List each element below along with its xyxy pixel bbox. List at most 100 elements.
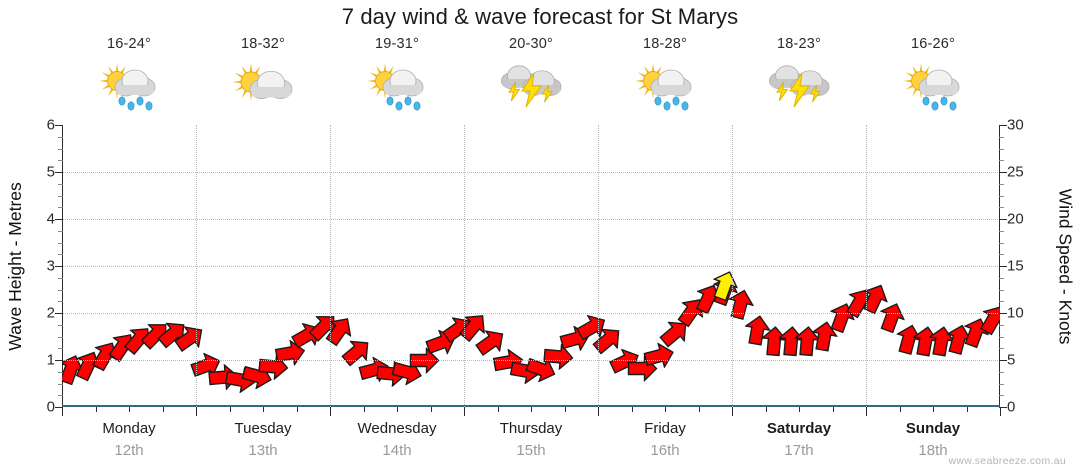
right-axis-minor-tick: [999, 136, 1004, 138]
x-axis-day-tick: [866, 407, 867, 416]
left-axis-tick-label: 0: [46, 398, 55, 416]
wind-direction-arrow: [538, 342, 575, 371]
day-boundary-gridline: [598, 125, 599, 407]
day-name: Saturday: [766, 420, 832, 437]
left-axis-tick-label: 5: [46, 163, 55, 181]
left-axis-tick-label: 2: [46, 304, 55, 322]
left-axis-minor-tick: [58, 254, 63, 256]
sun-cloud-rain-icon: [897, 57, 969, 115]
left-axis-tick-label: 4: [46, 210, 55, 228]
day-boundary-gridline: [330, 125, 331, 407]
right-axis-minor-tick: [999, 324, 1004, 326]
day-label-thursday: Thursday 15th: [464, 418, 598, 470]
sun-cloud-rain-icon: [629, 57, 701, 115]
temperature-range: 16-24°: [106, 36, 152, 52]
left-axis-tick: [55, 312, 63, 314]
day-header-thursday: 20-30°: [464, 36, 598, 124]
sun-cloud-icon: [227, 57, 299, 115]
x-axis-minor-tick: [363, 407, 365, 412]
left-axis-minor-tick: [58, 242, 63, 245]
right-axis-minor-tick: [999, 371, 1004, 373]
right-axis-minor-tick: [999, 148, 1004, 151]
day-date: 17th: [784, 442, 814, 459]
horizontal-gridline: [62, 360, 1000, 361]
right-axis-minor-tick: [999, 183, 1004, 185]
right-axis-minor-tick: [999, 230, 1004, 232]
day-label-wednesday: Wednesday 14th: [330, 418, 464, 470]
day-name: Friday: [644, 420, 686, 437]
x-axis-minor-tick: [832, 407, 834, 412]
right-axis-tick-label: 5: [1007, 351, 1016, 369]
left-axis-tick-label: 3: [46, 257, 55, 275]
right-axis-tick: [999, 171, 1007, 173]
day-forecast-header-row: 16-24° 18-32° 19-31° 20-30° 18-28° 18-23…: [62, 36, 1000, 124]
x-axis-minor-tick: [162, 407, 164, 412]
day-label-tuesday: Tuesday 13th: [196, 418, 330, 470]
x-axis-minor-tick: [564, 407, 566, 412]
right-axis-tick-label: 0: [1007, 398, 1016, 416]
temperature-range: 19-31°: [374, 36, 420, 52]
day-boundary-gridline: [866, 125, 867, 407]
horizontal-gridline: [62, 172, 1000, 173]
left-axis-tick: [55, 359, 63, 361]
thunderstorm-icon: [763, 57, 835, 115]
x-axis-day-tick: [464, 407, 465, 416]
x-axis-minor-tick: [799, 407, 800, 412]
horizontal-gridline: [62, 219, 1000, 220]
plot-area: 0 0 1 5 2 10 3 15 4 20 5 25 6 30: [47, 117, 1024, 416]
left-axis-tick: [55, 171, 63, 173]
day-name: Tuesday: [234, 420, 292, 437]
right-axis-tick: [999, 359, 1007, 361]
x-axis-minor-tick: [296, 407, 298, 412]
left-axis-tick: [55, 124, 63, 126]
right-axis-minor-tick: [999, 195, 1004, 198]
left-axis-minor-tick: [58, 348, 63, 350]
day-header-wednesday: 19-31°: [330, 36, 464, 124]
day-label-monday: Monday 12th: [62, 418, 196, 470]
day-date: 16th: [650, 442, 680, 459]
day-label-row: Monday 12th Tuesday 13th Wednesday 14th Thursd…: [62, 418, 1000, 470]
left-axis-minor-tick: [58, 383, 63, 386]
wind-direction-arrow: [467, 323, 511, 364]
x-axis-day-tick: [598, 407, 599, 416]
horizontal-gridline: [62, 266, 1000, 267]
right-axis-minor-tick: [999, 277, 1004, 279]
left-axis-minor-tick: [58, 277, 63, 279]
day-header-sunday: 16-26°: [866, 36, 1000, 124]
left-axis-minor-tick: [58, 136, 63, 138]
wind-direction-arrow: [166, 318, 210, 359]
right-axis-tick: [999, 124, 1007, 126]
left-axis-tick: [55, 406, 63, 408]
right-axis-title: Wind Speed - Knots: [1052, 125, 1078, 407]
right-axis-tick-label: 30: [1007, 116, 1024, 134]
day-header-friday: 18-28°: [598, 36, 732, 124]
left-axis-minor-tick: [58, 207, 63, 209]
right-axis-minor-tick: [999, 383, 1004, 386]
day-header-tuesday: 18-32°: [196, 36, 330, 124]
left-axis-minor-tick: [58, 230, 63, 232]
day-date: 12th: [114, 442, 144, 459]
x-axis-minor-tick: [430, 407, 432, 412]
left-axis-title: Wave Height - Metres: [2, 125, 28, 407]
wind-direction-arrow: [873, 298, 909, 340]
wind-direction-arrow: [318, 311, 359, 355]
x-axis-minor-tick: [631, 407, 633, 412]
x-axis-minor-tick: [966, 407, 968, 412]
wind-direction-arrow: [636, 340, 677, 374]
x-axis-day-tick: [196, 407, 197, 416]
right-axis-minor-tick: [999, 336, 1004, 339]
left-axis-tick-label: 6: [46, 116, 55, 134]
left-axis-tick-label: 1: [46, 351, 55, 369]
right-axis-tick-label: 10: [1007, 304, 1024, 322]
right-axis-minor-tick: [999, 348, 1004, 350]
right-axis-minor-tick: [999, 242, 1004, 245]
right-axis-title-label: Wind Speed - Knots: [1055, 188, 1076, 344]
right-axis-tick-label: 20: [1007, 210, 1024, 228]
day-name: Thursday: [499, 420, 563, 437]
wind-direction-arrow: [741, 313, 773, 352]
wind-direction-arrow: [568, 309, 611, 349]
day-label-friday: Friday 16th: [598, 418, 732, 470]
left-axis-minor-tick: [58, 160, 63, 162]
x-axis-minor-tick: [531, 407, 532, 412]
day-header-monday: 16-24°: [62, 36, 196, 124]
